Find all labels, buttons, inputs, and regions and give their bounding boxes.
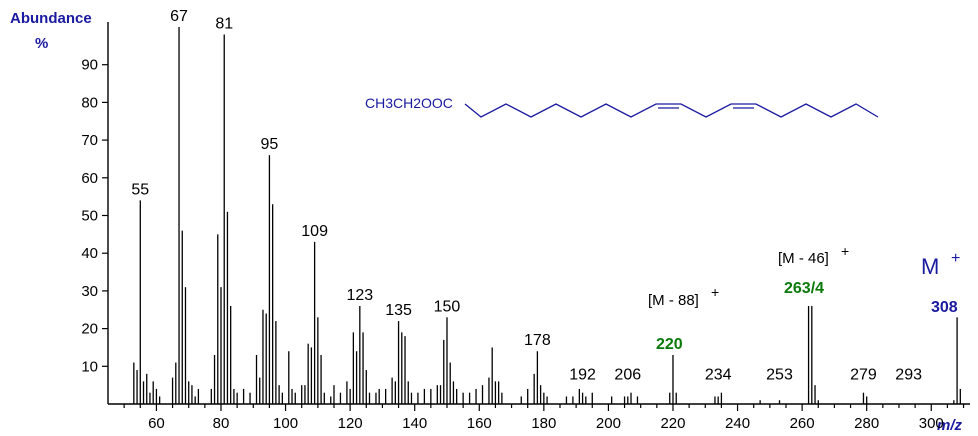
peak-label-234: 234: [705, 366, 732, 383]
peak-label-192: 192: [569, 366, 596, 383]
peak-label-67: 67: [170, 8, 188, 25]
y-axis-title-line1: Abundance: [10, 10, 92, 27]
peak-label-206: 206: [614, 366, 641, 383]
m46-label: [M - 46]: [778, 250, 829, 267]
peak-labels: 55 67 81 95 109 123 135 150 178 192 206 234 253 279 29…: [131, 8, 922, 383]
x-tick-label: 120: [338, 415, 363, 432]
x-axis-title: m/z: [937, 417, 963, 434]
x-tick-label: 60: [148, 415, 165, 432]
y-tick-label: 50: [81, 208, 98, 225]
peak-label-123: 123: [346, 287, 373, 304]
peak-label-279: 279: [850, 366, 877, 383]
x-tick-label: 140: [402, 415, 427, 432]
peak-label-81: 81: [215, 16, 233, 33]
annotation-molecular-ion: M + 308: [921, 250, 960, 316]
molecular-ion-label: M: [921, 254, 939, 279]
peak-label-95: 95: [261, 136, 279, 153]
y-tick-label: 60: [81, 170, 98, 187]
structure-ester-label: CH3CH2OOC: [365, 95, 453, 111]
x-tick-label: 100: [273, 415, 298, 432]
m46-superscript: +: [841, 243, 849, 259]
y-tick-label: 70: [81, 132, 98, 149]
molecular-ion-value: 308: [931, 299, 958, 316]
y-tick-label: 20: [81, 321, 98, 338]
peak-label-109: 109: [301, 223, 328, 240]
annotation-m88: [M - 88] + 220: [648, 284, 719, 353]
m46-value: 263/4: [784, 280, 824, 297]
peak-label-150: 150: [434, 298, 461, 315]
annotation-m46: [M - 46] + 263/4: [778, 243, 849, 297]
peak-label-178: 178: [524, 332, 551, 349]
m88-label: [M - 88]: [648, 292, 699, 309]
peak-label-55: 55: [131, 181, 149, 198]
x-tick-label: 200: [596, 415, 621, 432]
structure-diagram: CH3CH2OOC: [365, 95, 879, 118]
y-tick-label: 80: [81, 94, 98, 111]
peak-label-293: 293: [895, 366, 922, 383]
x-tick-label: 280: [854, 415, 879, 432]
y-tick-label: 40: [81, 245, 98, 262]
y-axis-ticks: 10 20 30 40 50 60 70 80 90: [81, 57, 108, 375]
x-tick-label: 300: [919, 415, 944, 432]
x-tick-label: 180: [531, 415, 556, 432]
structure-chain: [464, 103, 879, 118]
x-tick-label: 260: [790, 415, 815, 432]
x-axis-ticks: 60 80 100 120 140 160 180 200 220 240 260 280 300: [123, 404, 965, 432]
peak-label-253: 253: [766, 366, 793, 383]
x-tick-label: 80: [213, 415, 230, 432]
y-axis-title-line2: %: [35, 35, 48, 52]
m88-value: 220: [656, 336, 683, 353]
y-tick-label: 30: [81, 283, 98, 300]
y-tick-label: 10: [81, 358, 98, 375]
x-tick-label: 240: [725, 415, 750, 432]
peak-label-135: 135: [385, 302, 412, 319]
x-tick-label: 220: [660, 415, 685, 432]
spectrum-peaks: [133, 27, 961, 404]
x-tick-label: 160: [467, 415, 492, 432]
m88-superscript: +: [711, 284, 719, 300]
molecular-ion-superscript: +: [951, 250, 960, 267]
y-tick-label: 90: [81, 57, 98, 74]
